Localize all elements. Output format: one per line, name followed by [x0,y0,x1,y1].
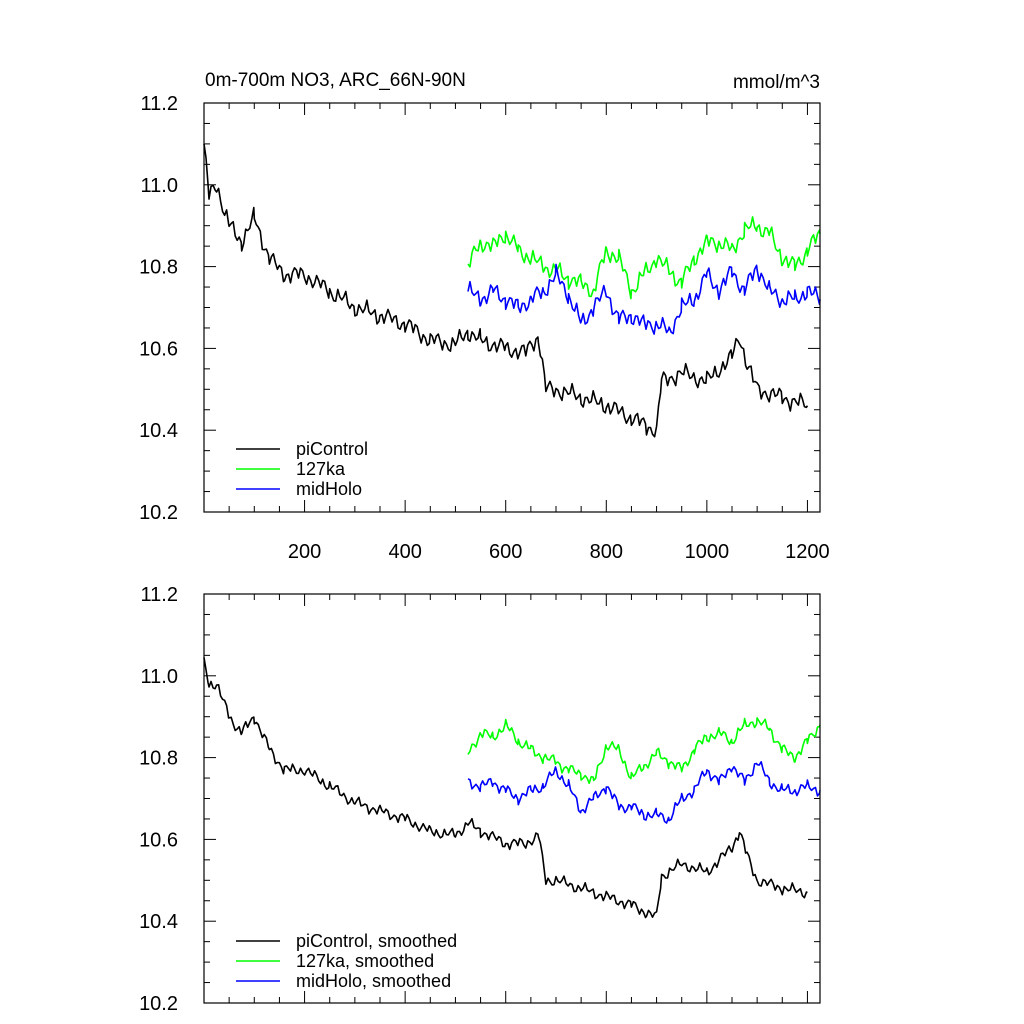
bottom-chart-plot-frame [203,593,821,1004]
bottom-chart-legend-label: 127ka, smoothed [296,951,434,971]
top-chart-units: mmol/m^3 [733,72,820,93]
top-chart-legend-label: midHolo [296,479,362,499]
top-chart-legend-label: 127ka [296,459,346,479]
bottom-chart-series-picontrol-line [203,657,808,919]
bottom-chart-ytick-label: 10.6 [139,829,178,851]
top-chart-legend-label: piControl [296,439,368,459]
bottom-chart-legend-label: midHolo, smoothed [296,971,451,991]
bottom-chart-ytick-label: 10.2 [139,993,178,1015]
top-chart-panel: 0m-700m NO3, ARC_66N-90N mmol/m^3 10.210… [139,70,830,563]
top-chart-xtick-label: 800 [590,541,623,563]
top-chart-xtick-label: 600 [489,541,522,563]
top-chart-xtick-label: 1200 [785,541,830,563]
top-chart-series-picontrol-line [203,143,809,438]
bottom-chart-ytick-label: 11.2 [141,584,178,606]
top-chart-xtick-label: 400 [388,541,421,563]
top-chart-xtick-label: 1000 [685,541,730,563]
bottom-chart-panel: 10.2 10.4 10.6 10.8 11.0 11.2 piControl, smoo… [139,584,821,1015]
top-chart-title: 0m-700m NO3, ARC_66N-90N [205,70,466,91]
bottom-chart-ytick-label: 10.8 [139,748,178,770]
top-chart-ytick-label: 11.0 [141,175,178,197]
top-chart-ytick-label: 10.4 [139,420,178,442]
top-chart-ytick-label: 10.8 [139,257,178,279]
top-chart-series-127ka-line [467,216,821,300]
top-chart-xtick-label: 200 [288,541,321,563]
bottom-chart-series [203,657,821,919]
top-chart-ticks: 10.2 10.4 10.6 10.8 11.0 11.2 200 400 600 800 1000… [139,93,830,563]
top-chart-series [203,143,821,438]
bottom-chart-ytick-label: 10.4 [139,911,178,933]
bottom-chart-series-midholo-line [467,761,821,824]
bottom-chart-ytick-label: 11.0 [141,666,178,688]
bottom-chart-legend-label: piControl, smoothed [296,931,457,951]
top-chart-ytick-label: 10.2 [139,502,178,524]
bottom-chart-series-127ka-line [467,717,821,785]
top-chart-plot-frame [203,102,821,513]
top-chart-ytick-label: 11.2 [141,93,178,115]
bottom-chart-ticks: 10.2 10.4 10.6 10.8 11.0 11.2 [139,584,820,1015]
top-chart-ytick-label: 10.6 [139,338,178,360]
top-chart-series-midholo-line [467,263,821,335]
